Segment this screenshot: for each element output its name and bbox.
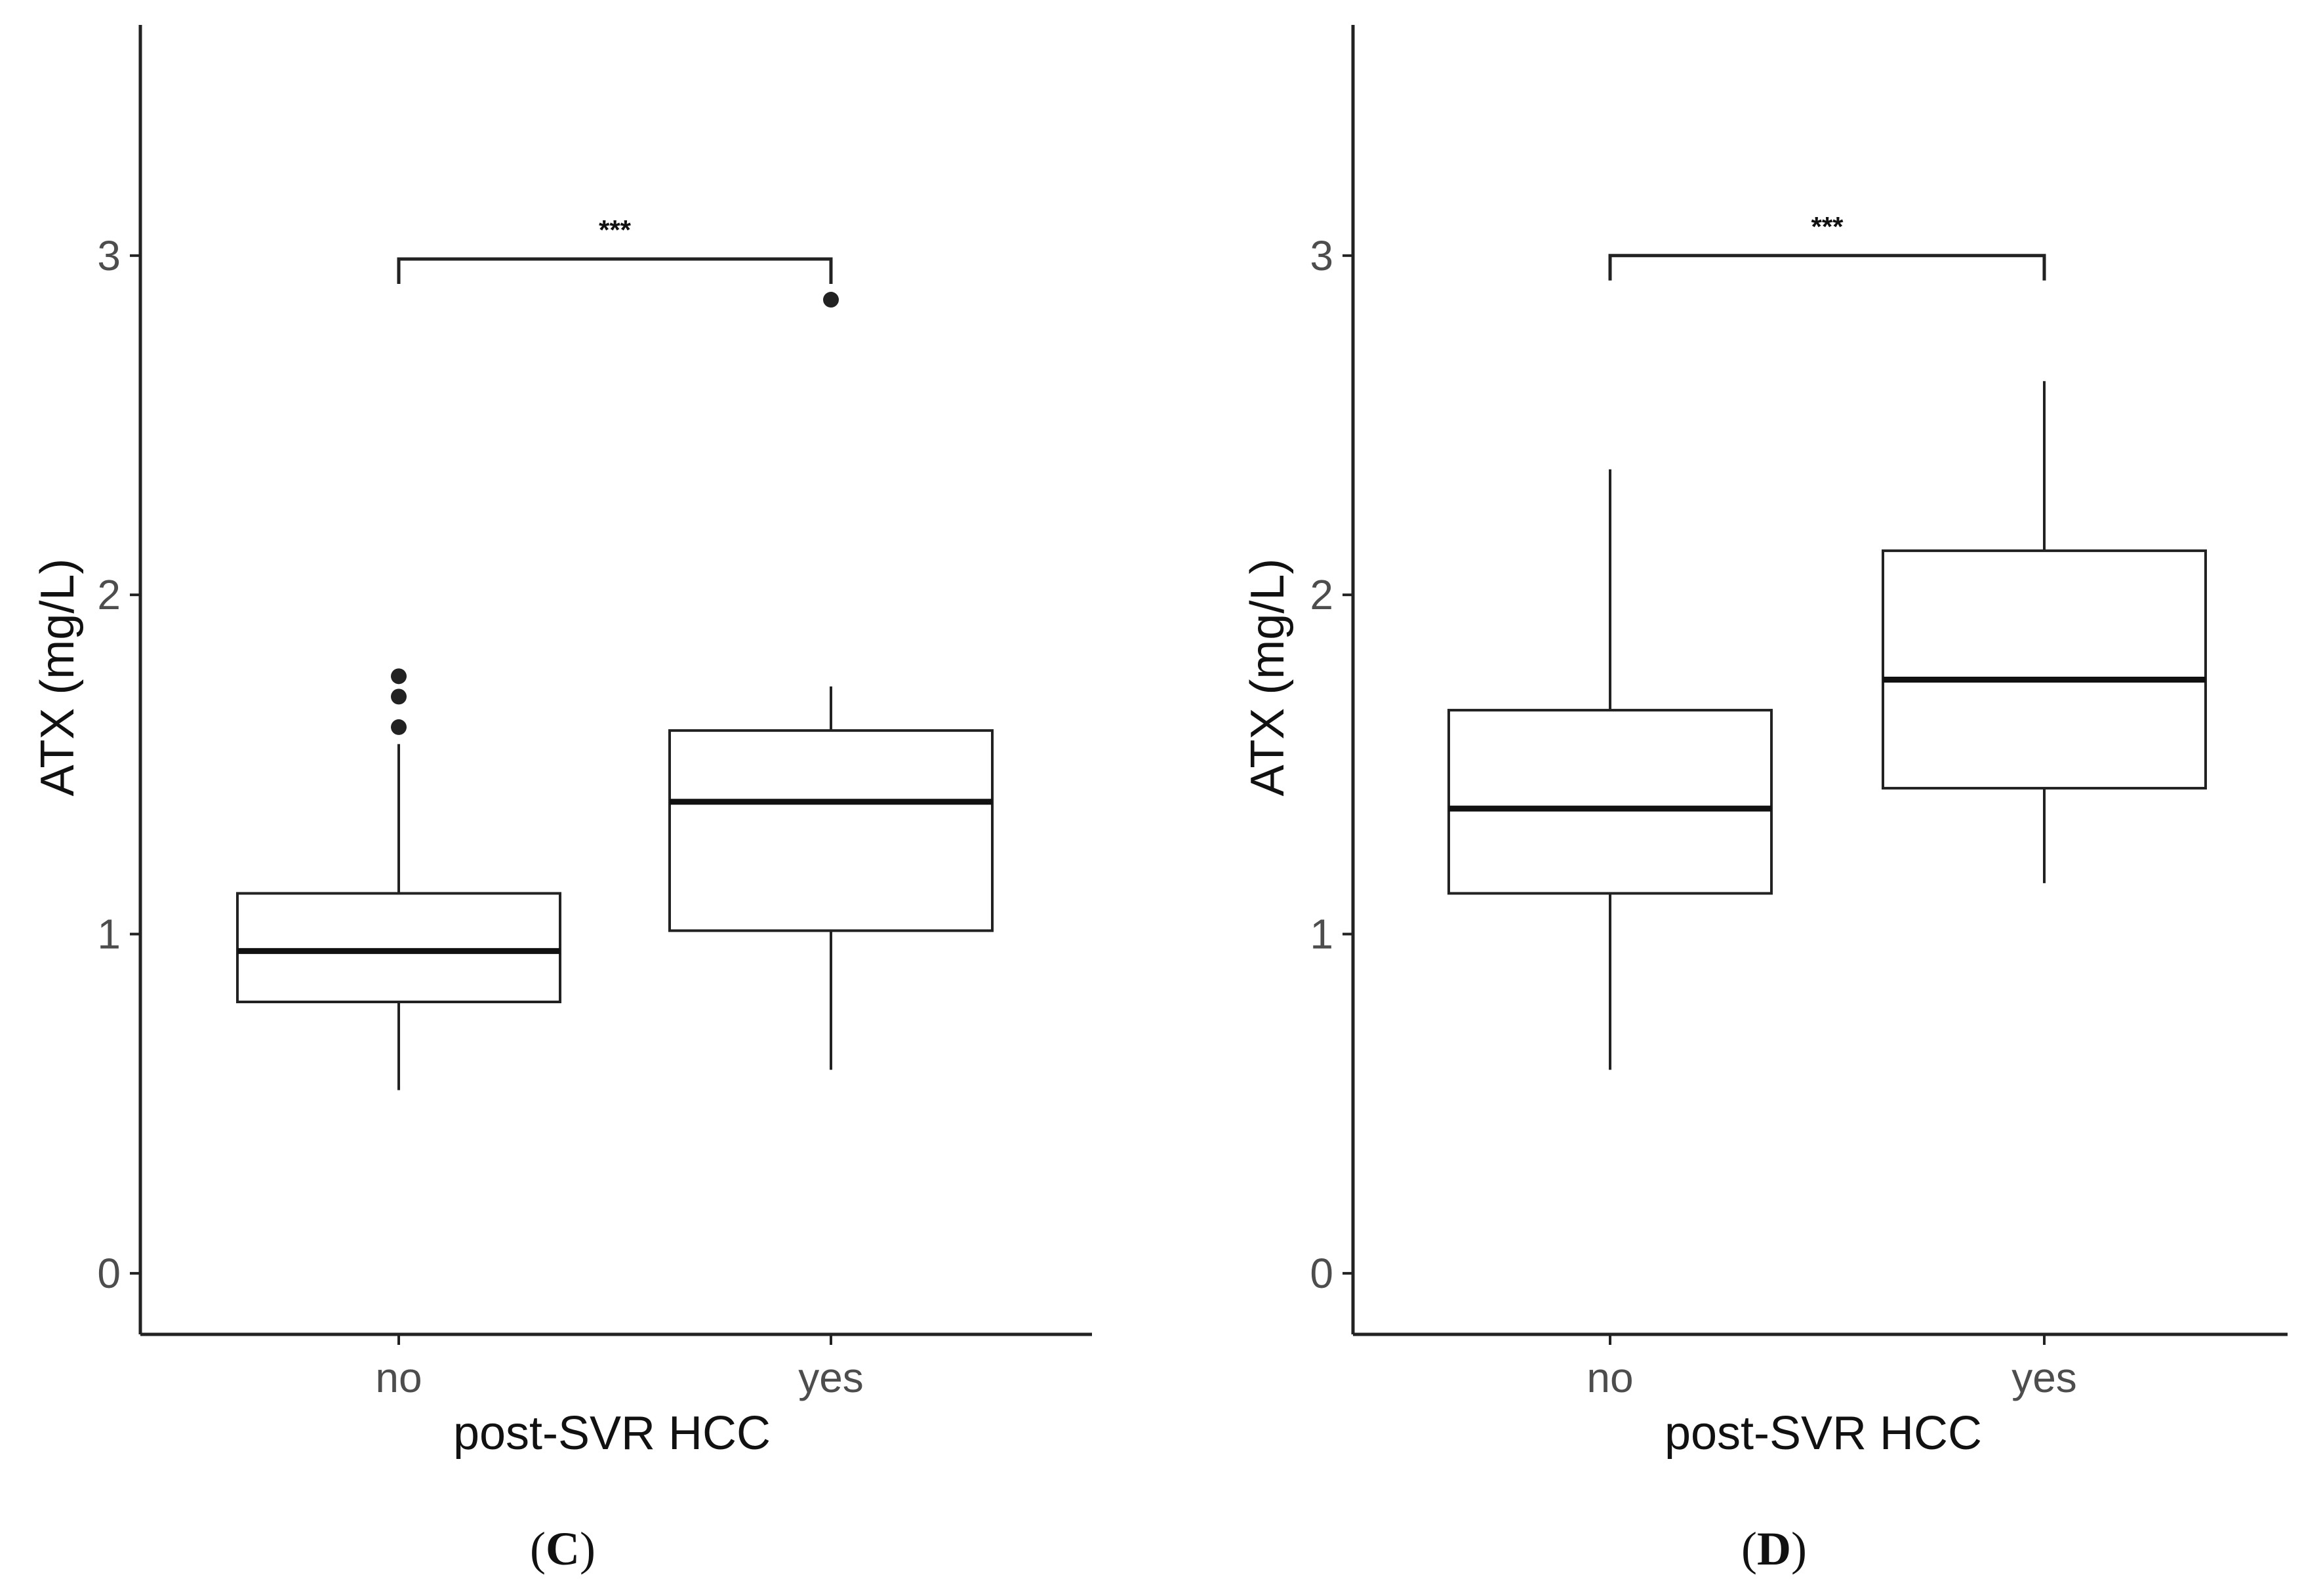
iqr-box [1447,709,1773,895]
iqr-box [1882,549,2207,790]
panel-d-xtick-label: yes [2011,1354,2077,1401]
svg-text:(D): (D) [1741,1523,1807,1575]
panel-d-box-yes [1882,381,2207,883]
panel-c-significance-bracket [397,257,833,284]
outlier-point [391,688,407,705]
panel-d-xlabel: post-SVR HCC [1665,1407,1982,1460]
panel-c-ytick-label: 1 [97,911,121,958]
panel-d-significance-label: *** [1811,211,1844,242]
panel-c-label: (C) [530,1523,596,1575]
outlier-point [391,719,407,735]
panel-c-plot: 0 1 2 3 no yes *** [97,25,1092,1401]
panel-d-ytick-label: 1 [1310,911,1333,958]
panel-c-box-no [236,668,561,1090]
outlier-point [823,292,839,308]
panel-d-ytick-label: 0 [1310,1250,1333,1297]
panel-c-box-yes [668,292,994,1070]
panel-c-ytick-label: 0 [97,1250,121,1297]
panel-c-xlabel: post-SVR HCC [453,1407,771,1460]
panel-d: ATX (mg/L) post-SVR HCC (D) 0 1 2 3 no yes *** [1242,25,2288,1575]
panel-c: ATX (mg/L) post-SVR HCC (C) 0 1 2 3 no yes *** [31,25,1092,1575]
panel-d-ytick-label: 2 [1310,571,1333,618]
panel-c-ylabel: ATX (mg/L) [31,559,84,797]
panel-d-label: (D) [1741,1523,1807,1575]
panel-c-ytick-label: 2 [97,571,121,618]
iqr-box [668,729,994,932]
panel-d-significance-bracket [1608,254,2046,281]
svg-text:(C): (C) [530,1523,596,1575]
panel-d-xtick-label: no [1586,1354,1633,1401]
iqr-box [236,892,561,1003]
panel-d-plot: 0 1 2 3 no yes *** [1310,25,2288,1401]
panel-c-significance-label: *** [599,214,632,245]
panel-d-box-no [1447,469,1773,1070]
panel-c-xtick-label: yes [798,1354,864,1401]
outlier-point [391,668,407,685]
panel-c-xtick-label: no [375,1354,422,1401]
panel-d-ylabel: ATX (mg/L) [1242,559,1294,797]
panel-d-letter: D [1757,1523,1791,1575]
panel-d-ytick-label: 3 [1310,232,1333,279]
panel-c-ytick-label: 3 [97,232,121,279]
panel-c-letter: C [546,1523,580,1575]
